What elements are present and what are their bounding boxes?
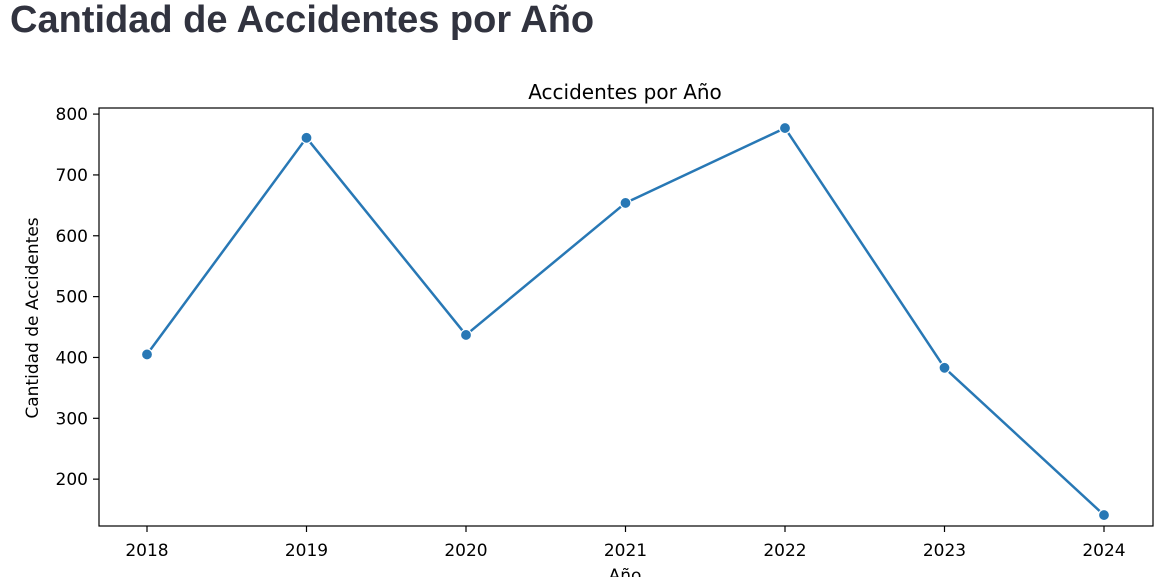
x-axis-title: Año [609, 566, 642, 577]
data-point [300, 131, 313, 144]
x-tick-label: 2024 [1082, 541, 1125, 561]
y-tick-label: 400 [56, 348, 88, 368]
y-tick-label: 200 [56, 470, 88, 490]
page-title: Cantidad de Accidentes por Año [10, 0, 595, 41]
data-point [140, 348, 154, 361]
y-tick-label: 300 [56, 409, 88, 429]
x-tick-label: 2020 [444, 541, 487, 561]
y-tick-label: 800 [56, 105, 88, 125]
series-group [140, 121, 1111, 522]
x-tick-label: 2022 [763, 541, 806, 561]
data-point [938, 361, 951, 374]
x-axis: 2018 2019 2020 2021 2022 2023 2024 [125, 526, 1126, 561]
data-point [1097, 508, 1111, 522]
y-tick-label: 700 [56, 166, 88, 186]
y-axis-title: Cantidad de Accidentes [23, 217, 43, 418]
data-point [778, 121, 792, 135]
x-tick-label: 2019 [285, 541, 328, 561]
data-point [459, 328, 473, 342]
x-tick-label: 2018 [125, 541, 168, 561]
data-point [619, 196, 632, 210]
series-line [145, 126, 1105, 516]
x-tick-label: 2021 [604, 541, 647, 561]
y-tick-label: 500 [56, 288, 88, 308]
plot-frame [98, 107, 1154, 527]
x-tick-label: 2023 [923, 541, 966, 561]
y-axis: 200 300 400 500 600 700 800 [56, 105, 99, 490]
chart-title: Accidentes por Año [528, 80, 722, 104]
y-tick-label: 600 [56, 227, 88, 247]
